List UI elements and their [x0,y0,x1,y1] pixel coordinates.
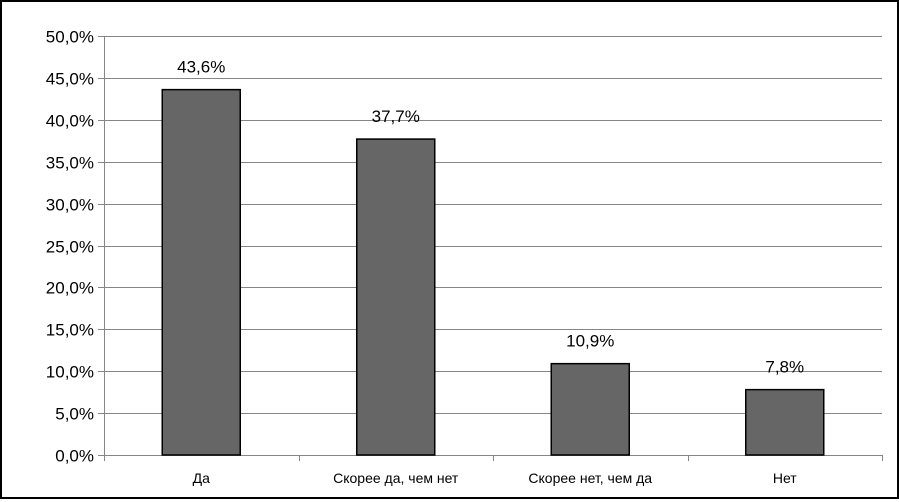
y-tick-label: 10,0% [46,363,94,382]
y-tick-label: 25,0% [46,238,94,257]
bar [161,88,241,456]
x-tick-label: Да [193,470,210,486]
y-tick-label: 5,0% [55,405,94,424]
y-tick-label: 15,0% [46,321,94,340]
y-tick-label: 30,0% [46,196,94,215]
y-tick-label: 45,0% [46,70,94,89]
y-tick-label: 20,0% [46,279,94,298]
data-label: 7,8% [765,358,804,377]
data-label: 37,7% [372,107,420,126]
data-label: 10,9% [566,332,614,351]
bars [161,88,825,456]
y-tick-label: 50,0% [46,28,94,47]
data-label: 43,6% [177,58,225,77]
y-tick-label: 35,0% [46,154,94,173]
data-labels: 43,6% 37,7% 10,9% 7,8% [177,58,804,377]
y-axis-tick-labels: 0,0% 5,0% 10,0% 15,0% 20,0% 25,0% 30,0% 35,0% 40… [46,28,94,466]
y-tick-label: 0,0% [55,447,94,466]
x-tick-label: Нет [773,470,797,486]
x-tick-label: Скорее да, чем нет [333,470,459,486]
x-axis-tick-labels: Да Скорее да, чем нет Скорее нет, чем да Не… [193,470,798,486]
bar [745,388,825,456]
x-tick-label: Скорее нет, чем да [528,470,652,486]
bar [356,138,436,456]
bar [550,362,630,456]
y-tick-label: 40,0% [46,112,94,131]
